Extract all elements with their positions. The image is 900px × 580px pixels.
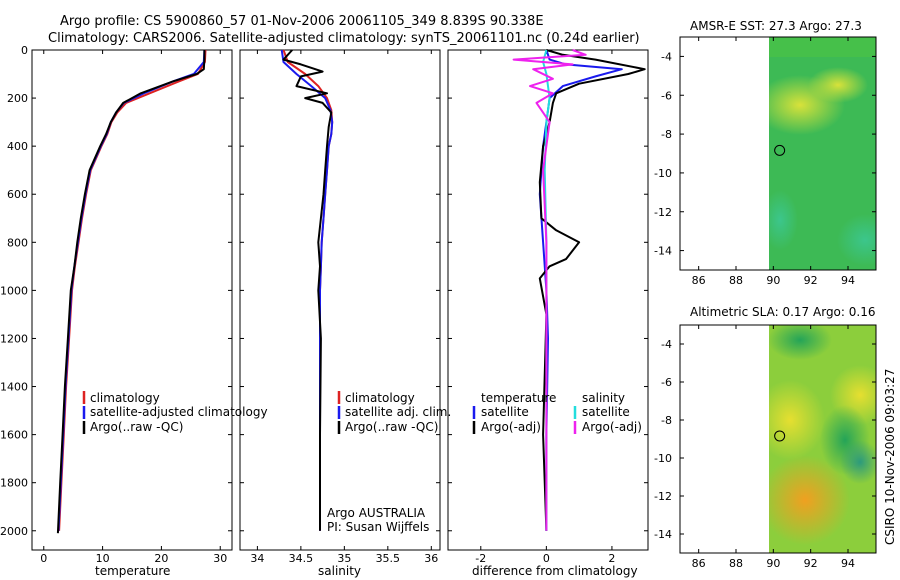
x-tick-label: 86 — [692, 557, 706, 570]
legend-header-temperature: temperature — [481, 391, 556, 405]
y-tick-label: -4 — [661, 50, 672, 63]
csiro-timestamp: CSIRO 10-Nov-2006 09:03:27 — [883, 369, 897, 545]
x-tick-label: 34 — [250, 552, 264, 565]
legend-label-argo: Argo(..raw -QC) — [90, 420, 183, 434]
x-tick-label: 30 — [213, 552, 227, 565]
temperature-axes — [31, 49, 233, 551]
difference-panel: -2 0 2 difference from climatology tempera… — [448, 49, 648, 578]
salinity-panel: 34 34.5 35 35.5 36 salinity climatology sate… — [240, 49, 451, 578]
y-tick-label: -8 — [661, 414, 672, 427]
series-line-argo-raw-qc — [282, 49, 333, 531]
temperature-xlabel: temperature — [95, 564, 170, 578]
y-tick-label: 1600 — [0, 429, 28, 442]
x-tick-label: 88 — [729, 557, 743, 570]
series-line-climatology — [58, 49, 207, 531]
legend-label-temp-satellite: satellite — [481, 405, 529, 419]
y-tick-label: 800 — [7, 236, 28, 249]
y-tick-label: 600 — [7, 188, 28, 201]
x-tick-label: 0 — [40, 552, 47, 565]
sst-map-axes — [679, 36, 877, 271]
x-tick-label: 86 — [692, 274, 706, 287]
x-tick-label: 90 — [766, 557, 780, 570]
y-tick-label: 1800 — [0, 477, 28, 490]
legend-label-climatology: climatology — [90, 391, 160, 405]
y-tick-label: -6 — [661, 376, 672, 389]
x-tick-label: 2 — [608, 552, 615, 565]
series-line-satellite-adj-clim — [280, 49, 334, 531]
legend-label-sal-satellite: satellite — [582, 405, 630, 419]
x-tick-label: 92 — [804, 557, 818, 570]
legend-label-climatology: climatology — [345, 391, 415, 405]
x-tick-label: 20 — [154, 552, 168, 565]
legend-label-argo: Argo(..raw -QC) — [345, 420, 438, 434]
figure-title-line1: Argo profile: CS 5900860_57 01-Nov-2006 … — [60, 14, 544, 29]
y-tick-label: 0 — [21, 44, 28, 57]
salinity-legend: climatology satellite adj. clim. Argo(..… — [337, 391, 451, 434]
y-tick-label: 1400 — [0, 381, 28, 394]
annotation-float-program: Argo AUSTRALIA — [327, 506, 426, 520]
difference-legend: temperature satellite Argo(-adj) salinit… — [472, 391, 642, 434]
series-line-climatology — [282, 49, 334, 531]
series-line-temperature-satellite — [538, 49, 623, 531]
x-tick-label: 0 — [543, 552, 550, 565]
series-line-satellite-adjusted-climatology — [57, 49, 206, 531]
y-tick-label: 2000 — [0, 525, 28, 538]
legend-header-salinity: salinity — [582, 391, 625, 405]
y-tick-label: 1000 — [0, 284, 28, 297]
y-tick-label: -12 — [654, 490, 672, 503]
sla-map-axes — [679, 324, 877, 554]
temperature-panel: 0 10 20 30 0 200 400 600 800 1000 1200 1400 1600 1800… — [0, 44, 268, 578]
y-tick-label: 200 — [7, 92, 28, 105]
y-tick-label: -12 — [654, 206, 672, 219]
y-tick-label: 400 — [7, 140, 28, 153]
sst-map-title: AMSR-E SST: 27.3 Argo: 27.3 — [690, 19, 862, 33]
x-tick-label: 92 — [804, 274, 818, 287]
x-tick-label: 88 — [729, 274, 743, 287]
x-tick-label: 35.5 — [376, 552, 401, 565]
y-tick-label: -14 — [654, 528, 672, 541]
sst-field — [769, 37, 876, 270]
legend-label-sal-argo: Argo(-adj) — [582, 420, 642, 434]
sla-map-title: Altimetric SLA: 0.17 Argo: 0.16 — [690, 305, 875, 319]
y-tick-label: -14 — [654, 245, 672, 258]
y-tick-label: -8 — [661, 128, 672, 141]
y-tick-label: -10 — [654, 452, 672, 465]
x-tick-label: -2 — [475, 552, 486, 565]
salinity-axes — [239, 49, 441, 551]
x-tick-label: 10 — [96, 552, 110, 565]
x-tick-label: 90 — [766, 274, 780, 287]
argo-location-marker — [774, 144, 786, 156]
sla-field — [769, 325, 876, 553]
y-tick-label: -4 — [661, 338, 672, 351]
argo-location-marker — [774, 430, 786, 442]
series-line-salinity-argo-adj — [512, 49, 587, 531]
figure-title-line2: Climatology: CARS2006. Satellite-adjuste… — [48, 31, 640, 46]
x-tick-label: 94 — [841, 274, 855, 287]
salinity-xlabel: salinity — [318, 564, 361, 578]
difference-xlabel: difference from climatology — [472, 564, 638, 578]
sst-map-panel: AMSR-E SST: 27.3 Argo: 27.3 86 88 90 92 94 -4… — [654, 19, 877, 287]
legend-label-satellite: satellite adj. clim. — [345, 405, 451, 419]
legend-label-temp-argo: Argo(-adj) — [481, 420, 541, 434]
series-line-temperature-argo-adj — [538, 49, 646, 531]
annotation-pi: PI: Susan Wijffels — [327, 520, 429, 534]
temperature-legend: climatology satellite-adjusted climatolo… — [82, 391, 268, 434]
series-line-argo-raw-qc — [56, 50, 206, 534]
sla-map-panel: Altimetric SLA: 0.17 Argo: 0.16 86 88 90 92… — [654, 305, 877, 570]
x-tick-label: 34.5 — [289, 552, 314, 565]
y-tick-label: -10 — [654, 167, 672, 180]
x-tick-label: 36 — [424, 552, 438, 565]
x-tick-label: 94 — [841, 557, 855, 570]
legend-label-satellite: satellite-adjusted climatology — [90, 405, 268, 419]
y-tick-label: -6 — [661, 89, 672, 102]
y-tick-label: 1200 — [0, 332, 28, 345]
x-tick-label: 35 — [337, 552, 351, 565]
